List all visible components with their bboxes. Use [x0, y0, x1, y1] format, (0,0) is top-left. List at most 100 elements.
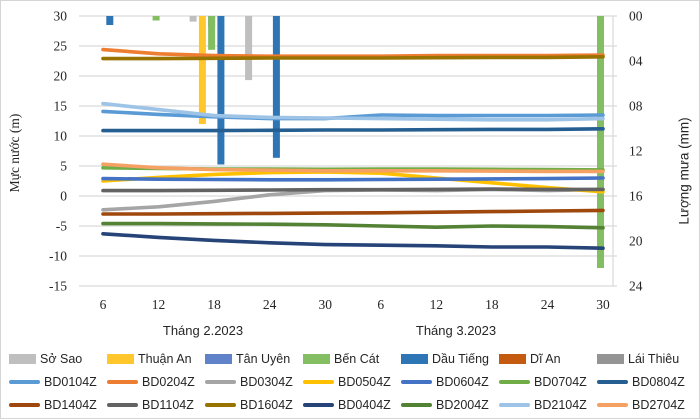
legend-label: BD0604Z: [436, 374, 489, 389]
legend-bar-swatch: [597, 353, 624, 364]
legend-label: BD1404Z: [44, 397, 97, 412]
legend-item-Tân Uyên: Tân Uyên: [205, 352, 303, 366]
bar-Dầu Tiếng: [272, 16, 280, 158]
legend-label: Dầu Tiếng: [432, 351, 489, 366]
legend-label: BD0804Z: [632, 374, 685, 389]
svg-text:0: 0: [60, 189, 67, 204]
line-BD1604Z: [101, 54, 605, 61]
svg-text:30: 30: [318, 297, 332, 312]
legend-item-BD2004Z: BD2004Z: [401, 398, 499, 412]
legend-label: BD0104Z: [44, 374, 97, 389]
right-axis-ticks: 00 04 08 12 16 20 24: [629, 9, 643, 294]
legend-item-BD0304Z: BD0304Z: [205, 375, 303, 389]
svg-text:16: 16: [629, 189, 643, 204]
legend-item-BD0404Z: BD0404Z: [303, 398, 401, 412]
month-label-mar: Tháng 3.2023: [415, 323, 497, 338]
legend-line-swatch: [597, 379, 628, 384]
svg-text:12: 12: [629, 144, 643, 159]
legend-label: BD2004Z: [436, 397, 489, 412]
chart-canvas: 30 25 20 15 10 5 0 -5 -10 -15 00 04 08 12 16 20 24 6 12 18 2…: [49, 9, 643, 313]
legend-line-swatch: [9, 402, 40, 407]
legend-label: Bến Cát: [334, 351, 380, 366]
svg-text:-10: -10: [49, 249, 67, 264]
legend-item-Lái Thiêu: Lái Thiêu: [597, 352, 695, 366]
line-BD0504Z: [101, 170, 605, 194]
legend-label: BD1604Z: [240, 397, 293, 412]
svg-text:5: 5: [60, 159, 67, 174]
legend-item-BD0104Z: BD0104Z: [9, 375, 107, 389]
legend-line-swatch: [107, 379, 138, 384]
line-BD0604Z: [101, 176, 605, 182]
legend-item-Thuận An: Thuận An: [107, 352, 205, 366]
line-BD1104Z: [101, 187, 605, 193]
legend-row: BD1404Z BD1104Z BD1604Z BD0404Z BD2004Z BD210…: [9, 393, 697, 416]
month-label-feb: Tháng 2.2023: [162, 323, 244, 338]
rainfall-bars: [106, 16, 604, 268]
line-BD2104Z: [101, 101, 605, 122]
line-BD0204Z: [101, 47, 605, 59]
line-BD0804Z: [101, 127, 605, 133]
legend-row: BD0104Z BD0204Z BD0304Z BD0504Z BD0604Z BD070…: [9, 370, 697, 393]
legend-label: Thuận An: [138, 351, 192, 366]
svg-text:30: 30: [54, 9, 68, 24]
svg-text:30: 30: [596, 297, 610, 312]
line-BD1404Z: [101, 208, 605, 216]
bar-Sở Sao: [245, 16, 253, 81]
legend-item-BD0604Z: BD0604Z: [401, 375, 499, 389]
legend-line-swatch: [499, 402, 530, 407]
legend-item-BD0504Z: BD0504Z: [303, 375, 401, 389]
line-BD2704Z: [101, 162, 605, 174]
line-BD2004Z: [101, 221, 605, 230]
legend-item-BD0204Z: BD0204Z: [107, 375, 205, 389]
line-BD0404Z: [101, 232, 605, 250]
svg-text:24: 24: [263, 297, 277, 312]
legend-bar-swatch: [499, 353, 526, 364]
chart-legend: Sở Sao Thuận An Tân Uyên Bến Cát Dầu Tiếng Dĩ…: [9, 347, 697, 416]
legend-item-Dầu Tiếng: Dầu Tiếng: [401, 352, 499, 366]
legend-line-swatch: [9, 379, 40, 384]
svg-text:18: 18: [485, 297, 499, 312]
legend-item-BD1604Z: BD1604Z: [205, 398, 303, 412]
legend-item-BD0804Z: BD0804Z: [597, 375, 695, 389]
legend-line-swatch: [107, 402, 138, 407]
legend-line-swatch: [499, 379, 530, 384]
svg-text:08: 08: [629, 99, 643, 114]
svg-text:24: 24: [629, 279, 643, 294]
legend-line-swatch: [401, 402, 432, 407]
legend-label: Tân Uyên: [236, 351, 291, 366]
svg-text:25: 25: [54, 39, 68, 54]
legend-line-swatch: [597, 402, 628, 407]
svg-text:-15: -15: [49, 279, 67, 294]
bar-Bến Cát: [152, 16, 160, 21]
x-axis-ticks: 6 12 18 24 30 6 12 18 24 30: [100, 297, 610, 312]
legend-label: Dĩ An: [530, 351, 561, 366]
legend-line-swatch: [303, 379, 334, 384]
bar-Thuận An: [198, 16, 206, 124]
legend-item-Dĩ An: Dĩ An: [499, 352, 597, 366]
svg-text:20: 20: [629, 234, 643, 249]
legend-item-BD1104Z: BD1104Z: [107, 398, 205, 412]
legend-line-swatch: [205, 402, 236, 407]
legend-item-Bến Cát: Bến Cát: [303, 352, 401, 366]
legend-bar-swatch: [107, 353, 134, 364]
legend-bar-swatch: [205, 353, 232, 364]
svg-text:12: 12: [152, 297, 166, 312]
legend-item-BD1404Z: BD1404Z: [9, 398, 107, 412]
svg-text:18: 18: [207, 297, 221, 312]
bar-Bến Cát: [597, 16, 604, 268]
legend-bar-swatch: [9, 353, 36, 364]
waterlevel-lines: [101, 47, 605, 250]
bar-Dầu Tiếng: [106, 16, 114, 25]
legend-line-swatch: [303, 402, 334, 407]
legend-item-BD2704Z: BD2704Z: [597, 398, 695, 412]
bar-Sở Sao: [189, 16, 197, 22]
svg-text:20: 20: [54, 69, 68, 84]
legend-bar-swatch: [401, 353, 428, 364]
legend-label: BD1104Z: [142, 397, 194, 412]
legend-item-BD0704Z: BD0704Z: [499, 375, 597, 389]
svg-text:6: 6: [377, 297, 384, 312]
line-BD0304Z: [101, 187, 605, 212]
svg-text:-5: -5: [56, 219, 67, 234]
legend-label: BD0704Z: [534, 374, 587, 389]
legend-label: BD0404Z: [338, 397, 391, 412]
